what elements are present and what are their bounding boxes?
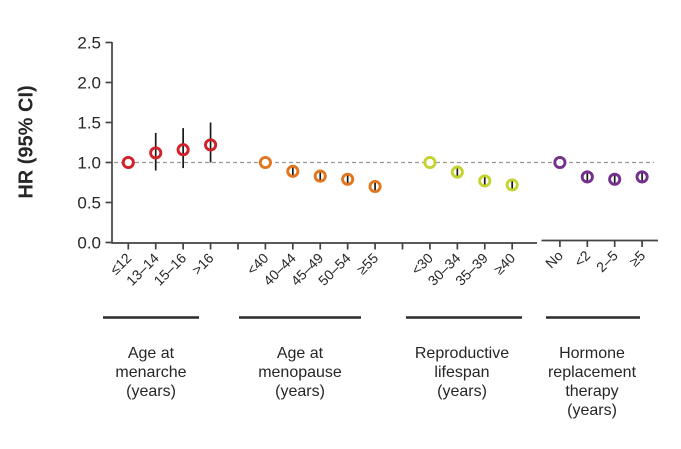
x-tick-label: 2–5 [593,247,621,275]
data-point-circle [204,138,218,152]
x-tick-label: No [542,247,566,271]
data-point-circle [286,164,300,178]
group-title-line: therapy [565,383,618,400]
group-title-line: Age at [128,345,175,362]
x-tick-label: ≥40 [491,250,519,278]
x-tick-label: <2 [571,247,594,270]
y-tick-label: 2.5 [77,34,101,53]
group-title-line: (years) [437,383,487,400]
x-tick-label: 15–16 [150,250,189,289]
group-title-line: (years) [567,402,617,419]
y-tick-label: 0.5 [77,194,101,213]
x-tick-label: ≥55 [353,250,381,278]
group-title-line: Reproductive [415,345,509,362]
data-point-circle [149,146,163,160]
y-tick-label: 1.5 [77,114,101,133]
data-point-circle [505,178,519,192]
y-axis-label: HR (95% CI) [15,85,38,199]
data-point-circle [313,169,327,183]
reference-point-circle [121,155,135,170]
group-title-line: replacement [548,364,637,381]
data-point-circle [450,165,464,179]
data-point-circle [635,170,649,184]
group-title-line: menarche [115,364,186,381]
data-point-circle [368,179,382,194]
x-tick-label: 50–54 [315,250,354,289]
data-point-circle [580,170,594,184]
group-title-line: (years) [275,383,325,400]
reference-point-circle [553,155,567,170]
group-title-line: menopause [258,364,342,381]
x-tick-label: >16 [189,250,217,278]
x-tick-label: ≥5 [626,247,648,269]
group-title-line: (years) [126,383,176,400]
reference-point-circle [423,155,437,170]
group-title-line: Age at [277,345,324,362]
y-tick-label: 2.0 [77,74,101,93]
data-point-circle [341,172,355,186]
group-title-line: Hormone [559,345,625,362]
reference-point-circle [258,155,272,170]
group-title-line: lifespan [434,364,489,381]
x-tick-label: 35–39 [452,250,491,289]
y-tick-label: 1.0 [77,154,101,173]
data-point-circle [176,143,190,157]
y-tick-label: 0.0 [77,234,101,253]
data-point-circle [608,172,622,186]
data-point-circle [478,174,492,188]
